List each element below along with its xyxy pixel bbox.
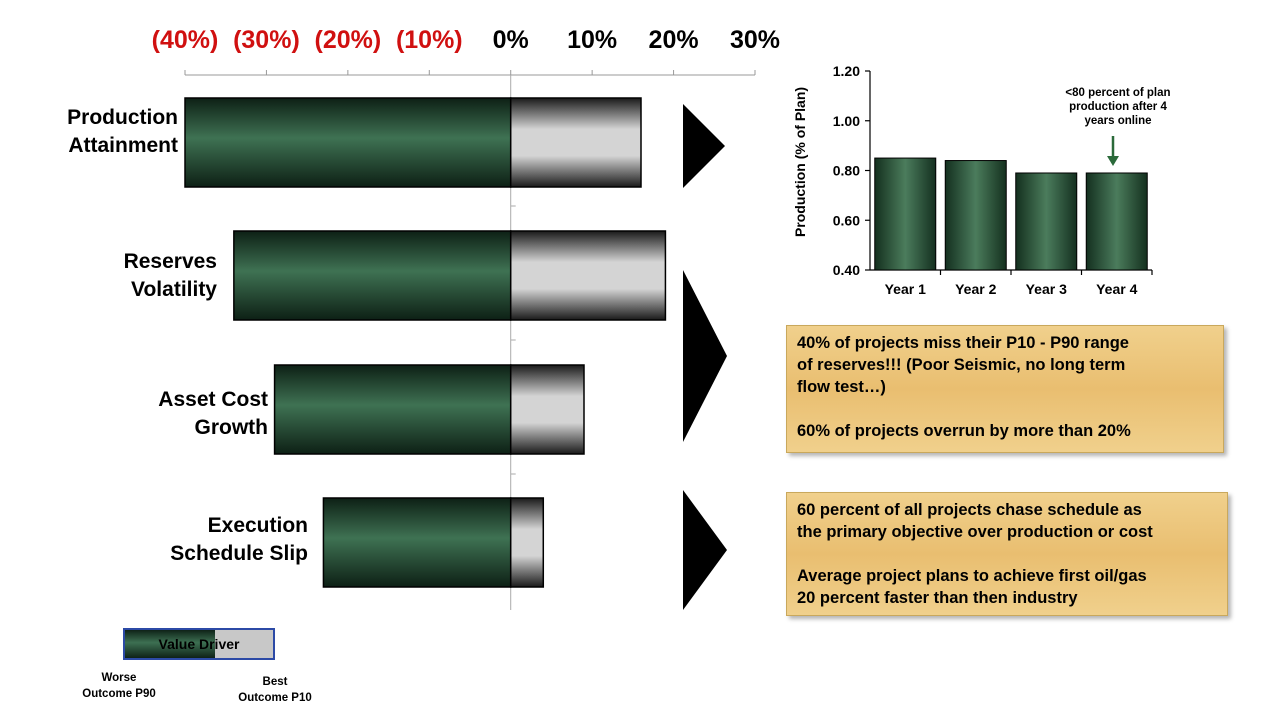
legend-best-label: Best Outcome P10 bbox=[238, 676, 312, 704]
bar-worse-outcome bbox=[322, 497, 512, 588]
production-bar bbox=[1015, 172, 1078, 271]
production-plot: 0.40 0.60 0.80 1.00 1.20 Year 1 Year 2 Year 3 Ye… bbox=[833, 63, 1153, 297]
production-y-tick-label: 1.20 bbox=[833, 63, 860, 79]
production-y-tick-label: 1.00 bbox=[833, 113, 860, 129]
tornado-tick-label: (20%) bbox=[314, 26, 382, 54]
reserves-callout: 40% of projects miss their P10 - P90 ran… bbox=[786, 325, 1224, 453]
down-arrow-icon bbox=[1107, 136, 1119, 166]
production-x-tick-label: Year 3 bbox=[1026, 281, 1067, 297]
production-bar bbox=[1085, 172, 1148, 271]
tornado-category-label: Execution Schedule Slip bbox=[170, 514, 308, 565]
bar-best-outcome bbox=[509, 497, 545, 588]
production-x-tick-label: Year 1 bbox=[885, 281, 926, 297]
tornado-plot bbox=[184, 70, 756, 610]
bar-worse-outcome bbox=[184, 97, 512, 188]
tornado-tick-label: 0% bbox=[492, 26, 529, 54]
legend-worse-label: Worse Outcome P90 bbox=[82, 672, 156, 700]
bar-worse-outcome bbox=[273, 364, 512, 455]
tornado-category-label: Asset Cost Growth bbox=[158, 388, 268, 439]
legend-worse-swatch bbox=[125, 630, 215, 658]
legend-label: Value Driver bbox=[158, 636, 240, 652]
tornado-tick-label: (40%) bbox=[151, 26, 219, 54]
tornado-tick-label: (30%) bbox=[233, 26, 300, 54]
production-y-tick-label: 0.80 bbox=[833, 163, 860, 179]
bar-best-outcome bbox=[509, 230, 667, 321]
tornado-category-label: Production Attainment bbox=[67, 106, 178, 157]
schedule-callout: 60 percent of all projects chase schedul… bbox=[786, 492, 1228, 616]
year4-annotation: <80 percent of plan production after 4 y… bbox=[1065, 87, 1171, 127]
arrow-icon bbox=[683, 490, 727, 610]
bar-worse-outcome bbox=[233, 230, 512, 321]
tornado-tick-label: 30% bbox=[729, 26, 781, 54]
arrow-icon bbox=[683, 270, 727, 442]
tornado-tick-label: (10%) bbox=[395, 26, 463, 54]
tornado-tick-label: 10% bbox=[567, 26, 618, 54]
production-bar bbox=[874, 157, 937, 271]
tornado-category-label: Reserves Volatility bbox=[123, 250, 217, 301]
production-x-tick-label: Year 4 bbox=[1096, 281, 1137, 297]
bar-best-outcome bbox=[509, 364, 585, 455]
legend-best-swatch bbox=[215, 630, 273, 658]
production-y-tick-label: 0.60 bbox=[833, 212, 860, 228]
production-bar bbox=[944, 160, 1007, 271]
arrow-icon bbox=[683, 104, 725, 188]
tornado-tick-label: 20% bbox=[648, 26, 699, 54]
bar-best-outcome bbox=[509, 97, 642, 188]
production-y-tick-label: 0.40 bbox=[833, 262, 860, 278]
production-x-tick-label: Year 2 bbox=[955, 281, 996, 297]
legend-value-driver: Value Driver bbox=[123, 628, 275, 660]
